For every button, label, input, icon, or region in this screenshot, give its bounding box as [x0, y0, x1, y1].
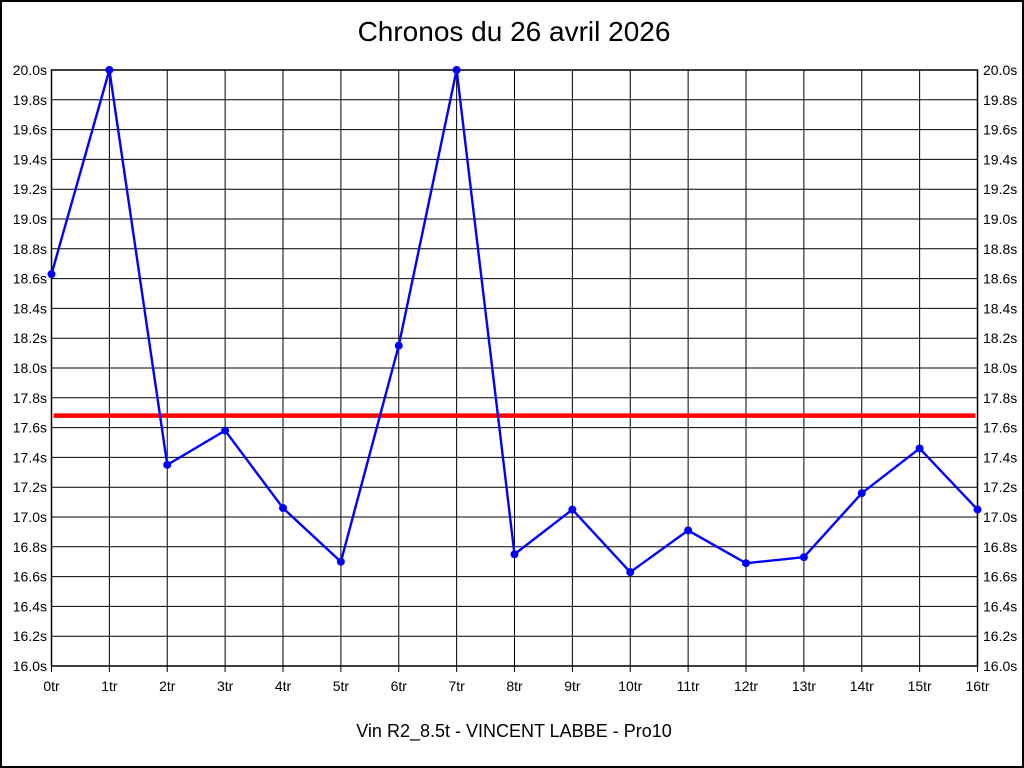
- x-axis-tick-label: 16tr: [965, 678, 989, 694]
- y-axis-tick-label-left: 19.2s: [13, 181, 47, 197]
- y-axis-tick-label-right: 17.8s: [983, 390, 1017, 406]
- y-axis-tick-label-left: 18.6s: [13, 271, 47, 287]
- y-axis-tick-label-left: 16.2s: [13, 628, 47, 644]
- x-axis-tick-label: 5tr: [333, 678, 350, 694]
- y-axis-tick-label-right: 18.4s: [983, 300, 1017, 316]
- x-axis-tick-label: 12tr: [734, 678, 758, 694]
- x-axis-tick-label: 14tr: [850, 678, 874, 694]
- data-point-marker: [336, 557, 345, 566]
- y-axis-tick-label-right: 17.2s: [983, 479, 1017, 495]
- y-axis-tick-label-right: 19.6s: [983, 122, 1017, 138]
- chart-title: Chronos du 26 avril 2026: [357, 16, 671, 47]
- y-axis-tick-label-left: 19.0s: [13, 211, 47, 227]
- x-axis-tick-label: 2tr: [159, 678, 176, 694]
- data-point-marker: [742, 559, 750, 568]
- y-axis-tick-label-left: 18.8s: [13, 241, 47, 257]
- x-axis-tick-label: 10tr: [618, 678, 642, 694]
- y-axis-tick-label-left: 18.4s: [13, 300, 47, 316]
- y-axis-tick-label-left: 17.2s: [13, 479, 47, 495]
- data-point-marker: [279, 504, 287, 513]
- y-axis-tick-label-left: 20.0s: [13, 62, 47, 78]
- data-point-marker: [221, 426, 230, 435]
- plot-border: [50, 69, 979, 667]
- y-axis-tick-label-right: 19.0s: [983, 211, 1017, 227]
- data-point-marker: [568, 505, 577, 514]
- y-axis-tick-label-right: 16.6s: [983, 569, 1017, 585]
- data-point-marker: [163, 460, 172, 469]
- x-axis-tick-label: 13tr: [792, 678, 816, 694]
- x-axis-tick-label: 6tr: [391, 678, 408, 694]
- y-axis-tick-label-left: 16.6s: [13, 569, 47, 585]
- y-axis-tick-label-right: 17.6s: [983, 420, 1017, 436]
- y-axis-tick-label-right: 16.0s: [983, 658, 1017, 674]
- y-axis-tick-label-left: 19.6s: [13, 122, 47, 138]
- data-point-marker: [394, 341, 403, 350]
- data-point-marker: [973, 505, 982, 514]
- y-axis-tick-label-right: 16.2s: [983, 628, 1017, 644]
- x-axis-tick-label: 1tr: [101, 678, 118, 694]
- y-axis-tick-label-right: 19.4s: [983, 151, 1017, 167]
- x-axis-tick-label: 0tr: [43, 678, 60, 694]
- y-axis-tick-label-left: 18.2s: [13, 330, 47, 346]
- data-point-marker: [47, 270, 56, 279]
- y-axis-tick-label-right: 17.4s: [983, 449, 1017, 465]
- y-axis-tick-label-right: 19.8s: [983, 92, 1017, 108]
- y-axis-tick-label-left: 17.0s: [13, 509, 47, 525]
- data-point-marker: [510, 550, 519, 559]
- x-axis-tick-label: 11tr: [677, 678, 700, 694]
- y-axis-tick-label-left: 16.4s: [13, 598, 47, 614]
- y-axis-tick-label-left: 19.4s: [13, 151, 47, 167]
- y-axis-tick-label-right: 19.2s: [983, 181, 1017, 197]
- y-axis-tick-label-left: 16.0s: [13, 658, 47, 674]
- y-axis-tick-label-right: 16.8s: [983, 539, 1017, 555]
- x-axis-tick-label: 9tr: [564, 678, 581, 694]
- y-axis-tick-label-right: 18.0s: [983, 360, 1017, 376]
- data-point-marker: [105, 66, 114, 74]
- y-axis-tick-label-right: 16.4s: [983, 598, 1017, 614]
- x-axis-tick-label: 8tr: [506, 678, 523, 694]
- data-point-marker: [626, 568, 635, 577]
- data-point-marker: [684, 526, 693, 535]
- data-point-marker: [915, 444, 924, 453]
- y-axis-tick-label-right: 18.6s: [983, 271, 1017, 287]
- y-axis-tick-label-left: 17.6s: [13, 420, 47, 436]
- data-point-marker: [799, 553, 808, 562]
- y-axis-tick-label-left: 17.8s: [13, 390, 47, 406]
- y-axis-tick-label-left: 17.4s: [13, 449, 47, 465]
- data-point-marker: [857, 489, 866, 498]
- y-axis-tick-label-right: 20.0s: [983, 62, 1017, 78]
- x-axis-tick-label: 4tr: [275, 678, 292, 694]
- y-axis-tick-label-right: 18.8s: [983, 241, 1017, 257]
- x-axis-tick-label: 15tr: [908, 678, 932, 694]
- x-axis-tick-label: 3tr: [217, 678, 234, 694]
- x-axis-tick-label: 7tr: [448, 678, 465, 694]
- y-axis-tick-label-left: 19.8s: [13, 92, 47, 108]
- y-axis-tick-label-left: 16.8s: [13, 539, 47, 555]
- y-axis-tick-label-left: 18.0s: [13, 360, 47, 376]
- chart-subtitle: Vin R2_8.5t - VINCENT LABBE - Pro10: [356, 721, 672, 741]
- y-axis-tick-label-right: 17.0s: [983, 509, 1017, 525]
- y-axis-tick-label-right: 18.2s: [983, 330, 1017, 346]
- data-point-marker: [452, 66, 461, 74]
